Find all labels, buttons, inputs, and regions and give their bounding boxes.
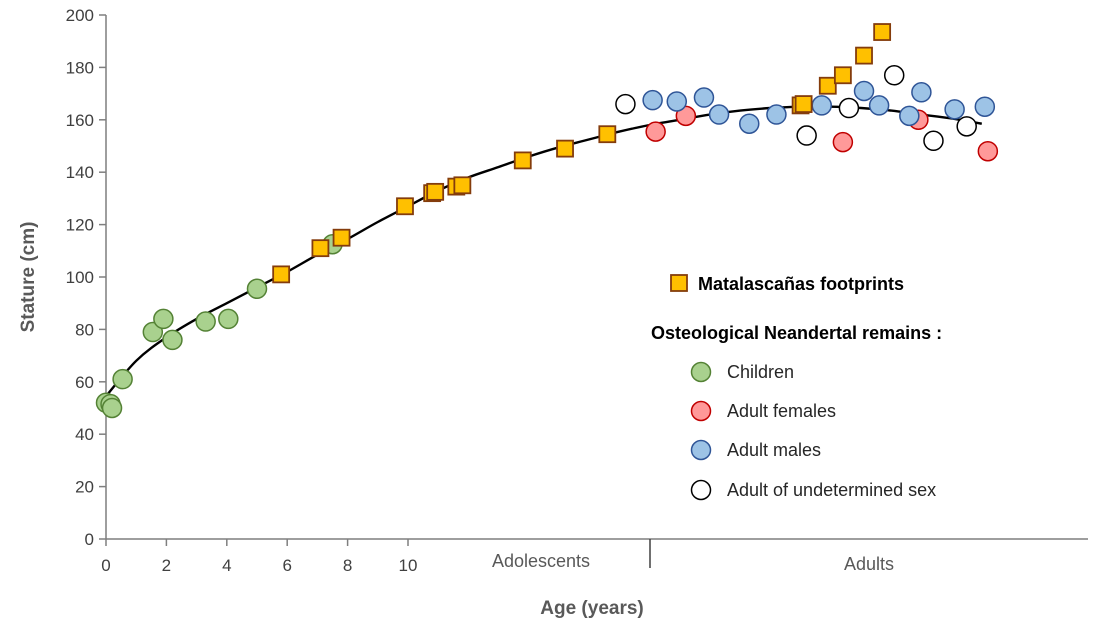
- undetermined-point: [796, 125, 817, 146]
- legend-footprints-label: Matalascañas footprints: [698, 274, 904, 294]
- male-point: [708, 104, 730, 125]
- trend-curve: [105, 105, 982, 397]
- x-tick-label: 4: [222, 556, 231, 575]
- female-point: [675, 105, 697, 127]
- y-tick-label: 160: [66, 111, 94, 130]
- children-point: [153, 308, 174, 330]
- male-point: [666, 91, 688, 112]
- male-point: [911, 82, 932, 103]
- y-tick-label: 0: [85, 530, 94, 549]
- legend-osteological-heading: Osteological Neandertal remains :: [651, 323, 942, 343]
- male-point: [868, 95, 890, 116]
- legend-females-icon: [690, 400, 712, 422]
- female-point: [977, 140, 999, 162]
- male-point: [693, 87, 715, 108]
- y-tick-label: 120: [66, 216, 94, 235]
- undetermined-point: [883, 65, 905, 86]
- footprint-point: [332, 228, 351, 247]
- footprint-point: [453, 176, 472, 195]
- footprint-point: [855, 46, 873, 65]
- footprint-point: [598, 125, 617, 144]
- x-tick-label: 8: [343, 556, 352, 575]
- footprint-point: [873, 23, 892, 41]
- x-ticks: 0 2 4 6 8 10: [101, 539, 417, 575]
- male-point: [739, 113, 760, 134]
- legend: Matalascañas footprints Osteological Nea…: [651, 274, 942, 501]
- data-points: [95, 23, 999, 419]
- footprint-point: [426, 182, 445, 201]
- y-tick-label: 180: [66, 58, 94, 77]
- children-point: [218, 308, 239, 330]
- legend-children-icon: [690, 361, 712, 383]
- male-point: [944, 99, 965, 120]
- legend-males-icon: [690, 439, 712, 461]
- x-tick-label: 6: [282, 556, 291, 575]
- y-tick-label: 80: [75, 320, 94, 339]
- y-tick-label: 20: [75, 478, 94, 497]
- footprint-point: [818, 76, 837, 95]
- legend-undetermined-icon: [690, 479, 712, 501]
- children-point: [246, 278, 268, 300]
- male-point: [642, 89, 663, 111]
- footprint-point: [556, 139, 574, 158]
- legend-footprints-icon: [670, 274, 688, 292]
- male-point: [766, 104, 787, 125]
- legend-females-label: Adult females: [727, 401, 836, 421]
- footprint-point: [272, 265, 291, 284]
- children-point: [101, 397, 123, 419]
- legend-males-label: Adult males: [727, 440, 821, 460]
- y-tick-label: 140: [66, 163, 94, 182]
- male-point: [974, 96, 996, 117]
- undetermined-point: [838, 97, 860, 119]
- y-axis-title: Stature (cm): [18, 222, 39, 333]
- undetermined-point: [956, 116, 977, 137]
- x-tick-label: 2: [162, 556, 171, 575]
- footprint-point: [513, 151, 532, 170]
- legend-children-label: Children: [727, 362, 794, 382]
- y-ticks: 0 20 40 60 80 100 120 140 160 180 200: [66, 6, 106, 549]
- x-tick-label: 0: [101, 556, 110, 575]
- children-point: [162, 329, 183, 351]
- female-point: [645, 121, 666, 142]
- male-point: [899, 105, 920, 127]
- footprint-point: [794, 95, 813, 113]
- y-tick-label: 40: [75, 425, 94, 444]
- y-tick-label: 200: [66, 6, 94, 25]
- legend-undetermined-label: Adult of undetermined sex: [727, 480, 936, 500]
- section-label-adults: Adults: [844, 554, 894, 574]
- footprint-point: [311, 239, 330, 258]
- male-point: [853, 80, 875, 102]
- female-point: [832, 131, 854, 153]
- x-tick-label: 10: [399, 556, 418, 575]
- undetermined-point: [615, 93, 636, 115]
- footprint-point: [396, 197, 414, 216]
- children-point: [112, 368, 133, 390]
- undetermined-point: [923, 130, 944, 152]
- section-label-adolescents: Adolescents: [492, 551, 590, 571]
- footprint-point: [833, 66, 852, 85]
- male-point: [811, 95, 832, 116]
- children-point: [195, 311, 216, 332]
- x-axis-title: Age (years): [540, 598, 644, 619]
- y-tick-label: 60: [75, 373, 94, 392]
- y-tick-label: 100: [66, 268, 94, 287]
